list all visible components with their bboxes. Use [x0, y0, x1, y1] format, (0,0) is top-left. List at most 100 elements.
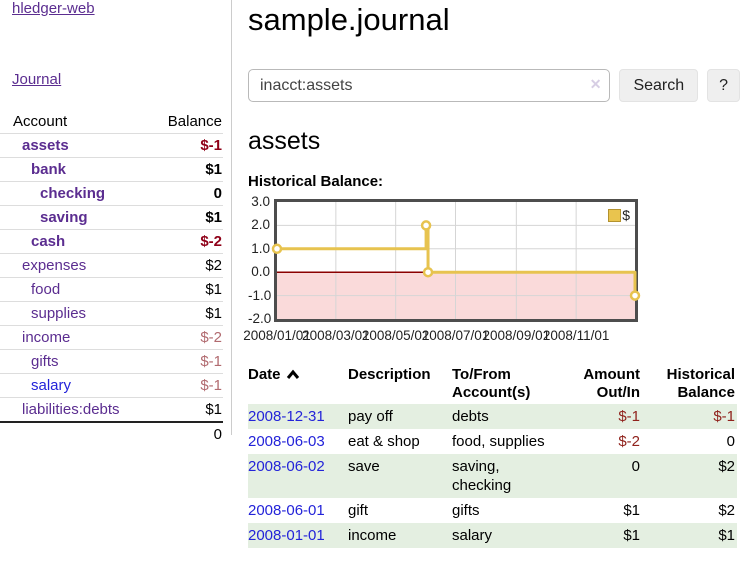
transaction-date-link[interactable]: 2008-06-03 — [248, 433, 325, 450]
account-heading: assets — [248, 127, 321, 155]
register-table: Date Description To/From Account(s) Amou… — [248, 364, 737, 548]
account-balance: 0 — [152, 181, 223, 206]
transaction-amount: $1 — [554, 523, 642, 548]
accounts-col-balance: Balance — [152, 110, 223, 134]
account-balance: $1 — [152, 277, 223, 302]
transaction-date-link[interactable]: 2008-06-02 — [248, 458, 325, 475]
account-row: checking 0 — [0, 181, 223, 206]
transaction-date-link[interactable]: 2008-12-31 — [248, 408, 325, 425]
col-date[interactable]: Date — [248, 364, 348, 404]
transaction-balance: $1 — [642, 523, 737, 548]
account-link-gifts[interactable]: gifts — [31, 353, 59, 370]
account-link-cash[interactable]: cash — [31, 233, 66, 250]
transaction-accounts: food, supplies — [452, 433, 545, 450]
main-content: sample.journal ✕ Search ? assets Histori… — [243, 0, 740, 548]
account-link-checking[interactable]: checking — [40, 185, 106, 202]
y-axis-tick-label: 2.0 — [251, 217, 270, 233]
col-description: Description — [348, 366, 431, 383]
accounts-col-account: Account — [0, 110, 153, 134]
account-link-assets[interactable]: assets — [22, 137, 69, 154]
account-row: assets $-1 — [0, 133, 223, 158]
x-axis-tick-label: 2008/03/01 — [302, 328, 370, 343]
account-row: liabilities:debts $1 — [0, 397, 223, 423]
search-form: ✕ Search ? — [248, 69, 740, 102]
account-row: supplies $1 — [0, 301, 223, 326]
col-accounts: To/From Account(s) — [452, 366, 531, 401]
register-row: 2008-06-01 gift gifts $1 $2 — [248, 498, 737, 523]
x-axis-tick-label: 2008/07/01 — [421, 328, 490, 343]
transaction-accounts: debts — [452, 404, 554, 429]
sidebar: hledger-web Journal Account Balance asse… — [0, 0, 232, 446]
transaction-description: income — [348, 523, 452, 548]
transaction-accounts: saving, checking — [452, 454, 554, 498]
account-balance: $-1 — [152, 133, 223, 158]
y-axis-tick-label: -1.0 — [248, 287, 272, 303]
register-row: 2008-06-03 eat & shop food, supplies $-2… — [248, 429, 737, 454]
y-axis-tick-label: 0.0 — [251, 264, 270, 280]
transaction-date-link[interactable]: 2008-01-01 — [248, 527, 325, 544]
account-link-salary[interactable]: salary — [31, 377, 72, 394]
account-balance: $-1 — [152, 373, 223, 398]
transaction-description: save — [348, 454, 452, 498]
y-axis-tick-label: 3.0 — [251, 194, 270, 209]
sort-ascending-icon — [286, 369, 299, 379]
account-link-liabilities-debts[interactable]: liabilities:debts — [22, 401, 120, 418]
account-link-food[interactable]: food — [31, 281, 61, 298]
transaction-balance: $2 — [718, 502, 735, 519]
accounts-table: Account Balance assets $-1 bank $1 check… — [0, 110, 223, 446]
chart-title: Historical Balance: — [248, 173, 384, 190]
account-row: saving $1 — [0, 205, 223, 230]
transaction-description: pay off — [348, 404, 452, 429]
register-header-row: Date Description To/From Account(s) Amou… — [248, 364, 737, 404]
account-balance: $-2 — [152, 229, 223, 254]
account-row: gifts $-1 — [0, 349, 223, 374]
search-button[interactable]: Search — [619, 69, 699, 102]
transaction-balance: 0 — [726, 433, 735, 450]
clear-search-icon[interactable]: ✕ — [589, 76, 602, 92]
y-axis-tick-label: -2.0 — [248, 311, 272, 326]
x-axis-tick-label: 2008/05/01 — [361, 328, 430, 343]
transaction-description: gift — [348, 502, 369, 519]
sidebar-item-journal[interactable]: Journal — [12, 71, 62, 88]
account-balance: $-2 — [152, 325, 223, 350]
account-balance: $2 — [152, 253, 223, 278]
chart-canvas — [271, 202, 641, 319]
account-row: income $-2 — [0, 325, 223, 350]
transaction-accounts: gifts — [452, 502, 480, 519]
transaction-balance: $2 — [642, 454, 737, 498]
search-input[interactable] — [248, 69, 611, 102]
transaction-date-link[interactable]: 2008-06-01 — [248, 502, 325, 519]
x-axis-tick-label: 2008/11/01 — [542, 328, 610, 343]
page-title: sample.journal — [248, 2, 450, 37]
help-button[interactable]: ? — [707, 69, 740, 102]
account-link-expenses[interactable]: expenses — [22, 257, 87, 274]
account-row: expenses $2 — [0, 253, 223, 278]
chart-plot-area: $ — [271, 199, 641, 322]
transaction-amount: $-2 — [618, 433, 640, 450]
accounts-total-row: 0 — [0, 421, 223, 446]
transaction-amount: 0 — [554, 454, 642, 498]
account-row: bank $1 — [0, 157, 223, 182]
account-row: food $1 — [0, 277, 223, 302]
transaction-amount: $-1 — [554, 404, 642, 429]
account-balance: $-1 — [152, 349, 223, 374]
legend-label: $ — [622, 207, 630, 223]
x-axis-tick-label: 2008/09/01 — [482, 328, 551, 343]
account-link-income[interactable]: income — [22, 329, 71, 346]
accounts-header-row: Account Balance — [0, 110, 223, 134]
account-link-supplies[interactable]: supplies — [31, 305, 87, 322]
account-row: cash $-2 — [0, 229, 223, 254]
account-row: salary $-1 — [0, 373, 223, 398]
transaction-amount: $1 — [623, 502, 640, 519]
legend-swatch-icon — [608, 208, 622, 222]
y-axis-tick-label: 1.0 — [251, 240, 270, 256]
balance-chart: 3.0 2.0 1.0 0.0 -1.0 -2.0 $ 2008/01/01 2008/03… — [243, 194, 740, 346]
register-row: 2008-06-02 save saving, checking 0 $2 — [248, 454, 737, 498]
app-title-link[interactable]: hledger-web — [12, 0, 95, 17]
chart-legend: $ — [608, 207, 630, 223]
account-link-saving[interactable]: saving — [40, 209, 88, 226]
register-row: 2008-01-01 income salary $1 $1 — [248, 523, 737, 548]
account-link-bank[interactable]: bank — [31, 161, 67, 178]
register-row: 2008-12-31 pay off debts $-1 $-1 — [248, 404, 737, 429]
account-balance: $1 — [152, 397, 223, 423]
